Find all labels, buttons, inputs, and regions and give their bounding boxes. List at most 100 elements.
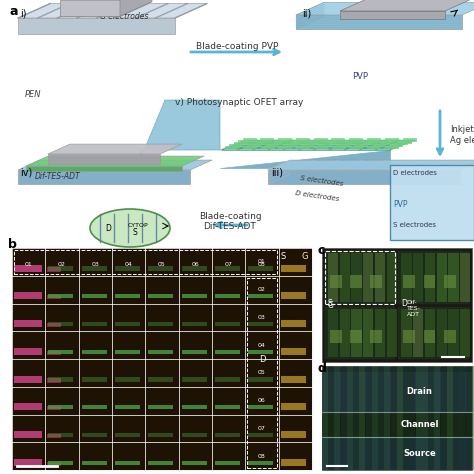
- Text: 04: 04: [125, 262, 133, 267]
- Bar: [403, 274, 415, 288]
- Bar: [47, 351, 61, 355]
- Bar: [322, 437, 472, 470]
- Bar: [384, 366, 390, 470]
- Bar: [416, 366, 421, 470]
- Text: G: G: [328, 301, 334, 310]
- Polygon shape: [60, 0, 120, 16]
- Polygon shape: [268, 160, 474, 170]
- Polygon shape: [26, 166, 182, 171]
- Bar: [48, 377, 73, 382]
- Bar: [296, 146, 310, 149]
- Bar: [330, 274, 342, 288]
- Bar: [278, 146, 292, 149]
- Text: 05: 05: [158, 262, 166, 267]
- Polygon shape: [48, 144, 182, 154]
- Bar: [248, 433, 273, 437]
- Bar: [14, 292, 42, 300]
- Polygon shape: [220, 150, 390, 168]
- Bar: [182, 266, 207, 271]
- Text: S: S: [133, 228, 137, 237]
- Text: Dif-
TES-
ADT: Dif- TES- ADT: [407, 301, 420, 317]
- Text: S electrodes: S electrodes: [300, 175, 344, 187]
- Bar: [215, 377, 240, 382]
- Polygon shape: [18, 170, 190, 184]
- Bar: [148, 377, 173, 382]
- Bar: [327, 140, 341, 144]
- Bar: [353, 366, 359, 470]
- Bar: [425, 253, 435, 301]
- Bar: [340, 142, 355, 146]
- Bar: [410, 366, 415, 470]
- Text: PVP: PVP: [352, 72, 368, 81]
- Bar: [215, 322, 240, 326]
- Bar: [331, 138, 346, 142]
- Bar: [372, 366, 378, 470]
- Bar: [370, 274, 382, 288]
- Bar: [148, 322, 173, 326]
- Text: 08: 08: [258, 262, 266, 267]
- Bar: [381, 140, 394, 144]
- Bar: [402, 138, 417, 142]
- Text: G: G: [301, 252, 308, 261]
- Polygon shape: [48, 154, 160, 164]
- Bar: [215, 350, 240, 354]
- Bar: [115, 350, 140, 354]
- Bar: [243, 138, 256, 142]
- Bar: [248, 294, 273, 298]
- Bar: [352, 253, 362, 301]
- Bar: [325, 251, 395, 303]
- Bar: [47, 378, 61, 383]
- Text: 06: 06: [191, 262, 199, 267]
- Bar: [182, 322, 207, 326]
- Bar: [349, 138, 363, 142]
- Bar: [328, 309, 338, 357]
- Bar: [14, 264, 42, 272]
- Bar: [148, 461, 173, 465]
- Bar: [12, 248, 312, 470]
- Bar: [428, 366, 434, 470]
- Bar: [269, 142, 283, 146]
- Bar: [394, 142, 408, 146]
- Bar: [248, 377, 273, 382]
- Text: Blade: Blade: [364, 12, 386, 21]
- Text: ii): ii): [302, 8, 311, 18]
- Bar: [115, 461, 140, 465]
- Bar: [14, 376, 42, 383]
- Polygon shape: [340, 0, 473, 11]
- Bar: [48, 461, 73, 465]
- Bar: [447, 366, 453, 470]
- Bar: [328, 253, 338, 301]
- Bar: [453, 366, 459, 470]
- Bar: [472, 366, 474, 470]
- Bar: [48, 405, 73, 410]
- Bar: [367, 138, 381, 142]
- Polygon shape: [268, 170, 460, 184]
- Text: 01: 01: [258, 259, 266, 264]
- Bar: [336, 144, 350, 147]
- Text: D: D: [105, 224, 111, 233]
- Text: iii): iii): [271, 167, 283, 177]
- Bar: [82, 294, 107, 298]
- Bar: [387, 309, 397, 357]
- Bar: [281, 292, 306, 300]
- Text: Dif-TES-ADT: Dif-TES-ADT: [35, 172, 81, 181]
- Text: 08: 08: [258, 454, 266, 459]
- Bar: [82, 433, 107, 437]
- Bar: [345, 140, 359, 144]
- Polygon shape: [60, 1, 152, 16]
- Bar: [281, 459, 306, 466]
- Bar: [340, 309, 350, 357]
- Bar: [12, 387, 312, 414]
- Text: i): i): [20, 8, 27, 18]
- Polygon shape: [296, 15, 462, 29]
- Bar: [82, 350, 107, 354]
- Bar: [215, 266, 240, 271]
- Bar: [115, 294, 140, 298]
- Bar: [82, 266, 107, 271]
- Text: 03: 03: [91, 262, 99, 267]
- Bar: [398, 140, 412, 144]
- Bar: [352, 309, 362, 357]
- Bar: [48, 322, 73, 326]
- Bar: [350, 274, 362, 288]
- Bar: [385, 138, 399, 142]
